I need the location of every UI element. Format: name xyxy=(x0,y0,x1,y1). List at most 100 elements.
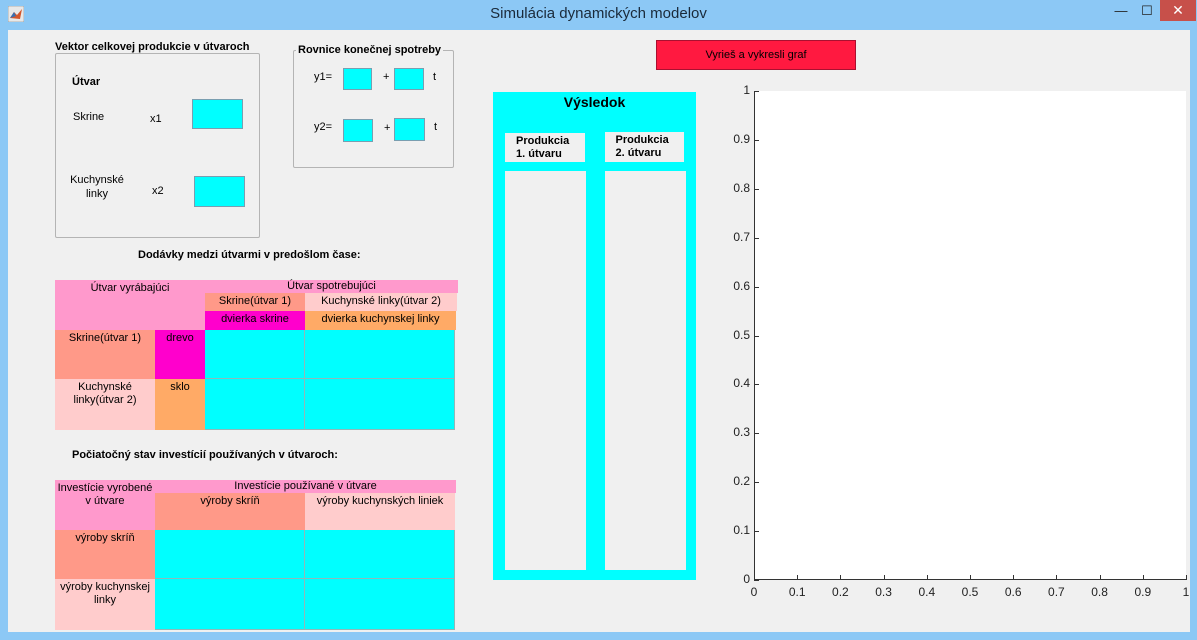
solve-and-plot-button[interactable]: Vyrieš a vykresli graf xyxy=(656,40,856,70)
vysledok-title: Výsledok xyxy=(563,94,626,110)
utvar-header: Útvar xyxy=(72,76,101,88)
dodavky-corner: Útvar vyrábajúci xyxy=(55,280,205,330)
y-tick-label: 0.8 xyxy=(733,180,750,195)
investicie-cell-1-1[interactable] xyxy=(155,530,305,579)
investicie-col2-header: výroby kuchynských liniek xyxy=(305,493,455,530)
investicie-producer-header: Investície vyrobené v útvare xyxy=(57,482,153,507)
kuchynske-linky-label: Kuchynské linky xyxy=(70,174,124,200)
dodavky-cell-1-1[interactable] xyxy=(205,330,305,379)
dodavky-col1-header: Skrine(útvar 1) xyxy=(205,293,305,311)
y-tick-label: 0.2 xyxy=(733,474,750,489)
x-tick-label: 0.4 xyxy=(918,585,936,599)
y-tick-mark xyxy=(754,482,759,484)
y1-constant-input[interactable] xyxy=(343,68,372,90)
y-tick-label: 0.5 xyxy=(733,327,750,342)
y-tick-mark xyxy=(754,91,759,92)
y-tick-mark xyxy=(754,384,759,386)
x-tick-label: 0.2 xyxy=(832,585,849,599)
x-tick-mark xyxy=(1099,575,1101,580)
investicie-corner: Investície vyrobené v útvare xyxy=(55,480,155,530)
x-tick-label: 0.3 xyxy=(875,585,892,599)
x-tick-mark xyxy=(754,575,755,580)
x-tick-mark xyxy=(840,575,842,580)
maximize-button[interactable]: ☐ xyxy=(1134,0,1160,21)
x-tick-label: 0.7 xyxy=(1048,585,1065,599)
y-tick-mark xyxy=(754,237,759,239)
y-tick-mark xyxy=(754,286,759,288)
y-tick-mark xyxy=(754,335,759,337)
dodavky-col2-sub: dvierka kuchynskej linky xyxy=(305,311,456,330)
vysledok-col2-list[interactable] xyxy=(605,171,686,570)
matlab-icon[interactable] xyxy=(8,6,24,22)
x-tick-label: 0 xyxy=(750,585,758,599)
y-tick-label: 1 xyxy=(743,83,750,97)
y2-label: y2= xyxy=(314,121,333,133)
x2-input[interactable] xyxy=(194,176,245,207)
dodavky-consumer-header: Útvar spotrebujúci xyxy=(287,280,376,292)
x-tick-label: 0.5 xyxy=(961,585,979,599)
y-tick-label: 0.7 xyxy=(733,229,750,244)
y1-label: y1= xyxy=(314,71,333,83)
investicie-cell-2-2[interactable] xyxy=(305,579,455,630)
skrine-label: Skrine xyxy=(73,111,105,123)
x-tick-mark xyxy=(1013,575,1015,580)
y2-coefficient-input[interactable] xyxy=(394,118,425,141)
y-tick-mark xyxy=(754,433,759,435)
maximize-icon: ☐ xyxy=(1141,2,1153,18)
x1-input[interactable] xyxy=(192,99,243,129)
investicie-cell-2-1[interactable] xyxy=(155,579,305,630)
x-tick-label: 1 xyxy=(1182,585,1190,599)
dodavky-col2-header: Kuchynské linky(útvar 2) xyxy=(305,293,457,311)
x-tick-label: 0.6 xyxy=(1004,585,1022,599)
y-tick-label: 0.3 xyxy=(733,425,750,440)
dodavky-title: Dodávky medzi útvarmi v predošlom čase: xyxy=(138,249,361,261)
y-tick-label: 0 xyxy=(743,572,750,586)
vektor-panel-title: Vektor celkovej produkcie v útvaroch xyxy=(53,41,252,53)
y-tick-mark xyxy=(754,531,759,533)
vysledok-col1-list[interactable] xyxy=(505,171,586,570)
minimize-button[interactable]: — xyxy=(1108,0,1134,21)
window-title: Simulácia dynamických modelov xyxy=(490,5,707,22)
dodavky-cell-2-1[interactable] xyxy=(205,379,305,430)
investicie-col1-header: výroby skríň xyxy=(155,493,305,530)
dodavky-cell-2-2[interactable] xyxy=(305,379,455,430)
dodavky-cell-1-2[interactable] xyxy=(305,330,455,379)
vysledok-col1-header: Produkcia 1. útvaru xyxy=(505,133,585,162)
vektor-panel xyxy=(55,53,260,238)
y-tick-mark xyxy=(754,139,759,141)
y2-plus-label: + xyxy=(384,122,391,134)
x-tick-mark xyxy=(1186,575,1187,580)
y-tick-label: 0.1 xyxy=(733,523,750,538)
minimize-icon: — xyxy=(1114,3,1128,18)
investicie-consumer-header-cell: Investície používané v útvare xyxy=(155,480,456,493)
y-tick-label: 0.9 xyxy=(733,131,750,146)
investicie-cell-1-2[interactable] xyxy=(305,530,455,579)
y1-coefficient-input[interactable] xyxy=(394,68,424,90)
y1-plus-label: + xyxy=(383,71,390,83)
close-button[interactable]: ✕ xyxy=(1160,0,1196,21)
dodavky-row1-header: Skrine(útvar 1) xyxy=(55,330,155,379)
x-tick-mark xyxy=(1056,575,1058,580)
y-tick-label: 0.4 xyxy=(733,376,750,391)
close-icon: ✕ xyxy=(1172,2,1184,18)
dodavky-consumer-header-cell: Útvar spotrebujúci xyxy=(205,280,458,293)
x-tick-mark xyxy=(926,575,928,580)
x-tick-mark xyxy=(883,575,885,580)
investicie-row2-header: výroby kuchynskej linky xyxy=(55,579,155,630)
y2-constant-input[interactable] xyxy=(343,119,373,142)
rovnice-panel-title: Rovnice konečnej spotreby xyxy=(296,44,444,56)
y1-t-label: t xyxy=(433,71,437,83)
investicie-title: Počiatočný stav investícií používaných v… xyxy=(72,449,338,461)
dodavky-row1-sub: drevo xyxy=(155,330,205,379)
rovnice-panel xyxy=(293,50,454,168)
x-tick-mark xyxy=(1142,575,1144,580)
dodavky-row2-header: Kuchynské linky(útvar 2) xyxy=(55,379,155,430)
x-tick-label: 0.8 xyxy=(1091,585,1108,599)
investicie-row1-header: výroby skríň xyxy=(55,530,155,579)
x-tick-mark xyxy=(797,575,799,580)
x-tick-label: 0.9 xyxy=(1134,585,1152,599)
investicie-consumer-header: Investície používané v útvare xyxy=(234,480,377,492)
plot-axes[interactable] xyxy=(754,91,1186,580)
y-tick-mark xyxy=(754,188,759,190)
x1-label: x1 xyxy=(150,113,162,125)
